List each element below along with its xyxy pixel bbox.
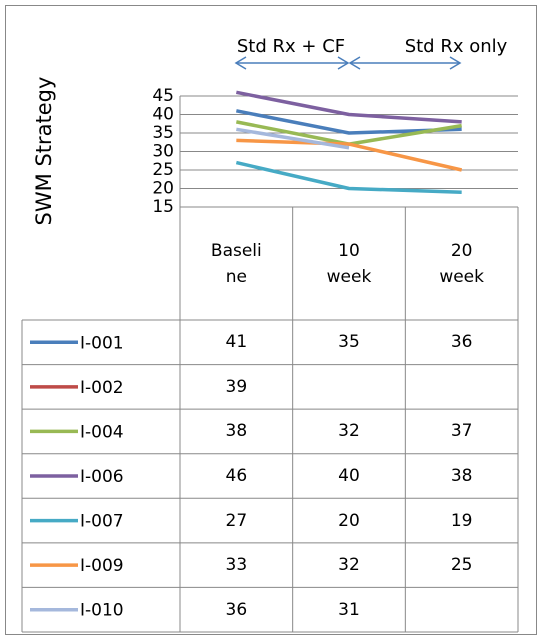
- category-header-text: 10 week: [326, 240, 372, 287]
- table-value: 41: [180, 320, 293, 365]
- series-line: [235, 90, 462, 124]
- table-value-text: 35: [338, 332, 360, 353]
- y-tick-label: 25: [152, 160, 174, 180]
- table-value: 37: [405, 409, 518, 454]
- category-header: 10 week: [321, 215, 377, 312]
- y-tick-label: 20: [152, 179, 174, 199]
- legend-label: I-002: [80, 378, 124, 398]
- table-value: 36: [405, 320, 518, 365]
- table-value: 20: [293, 498, 406, 543]
- table-value-text: 19: [450, 510, 473, 531]
- series-line: [236, 127, 350, 150]
- y-tick-label: 15: [152, 197, 174, 217]
- table-value: 33: [180, 543, 293, 588]
- legend-label: I-009: [80, 556, 124, 576]
- annotation: Std Rx + CF: [237, 36, 345, 57]
- table-value-text: 20: [338, 510, 360, 531]
- table-value: 36: [180, 587, 293, 632]
- table-value: 39: [180, 365, 293, 410]
- legend-label: I-006: [80, 467, 124, 487]
- table-value-text: 31: [338, 599, 360, 620]
- y-tick-label: 45: [152, 86, 174, 106]
- table-value: 38: [180, 409, 293, 454]
- category-header: Baseline: [208, 215, 264, 312]
- category-header: 20 week: [434, 215, 490, 312]
- table-value-text: 46: [225, 465, 248, 486]
- table-value-text: 36: [225, 599, 248, 620]
- arrows: [234, 56, 462, 70]
- table-value-text: 38: [225, 421, 248, 442]
- table-value: 35: [293, 320, 406, 365]
- table-value: 40: [293, 454, 406, 499]
- table-value: 25: [405, 543, 518, 588]
- category-header-text: Baseline: [210, 240, 262, 287]
- y-tick-label: 30: [152, 142, 174, 162]
- table-value-text: 39: [225, 376, 248, 397]
- chart-border: [5, 5, 537, 635]
- legend-label: I-007: [80, 512, 124, 532]
- table-value-text: 37: [450, 421, 473, 442]
- table-value: 27: [180, 498, 293, 543]
- annotation: Std Rx only: [405, 36, 508, 57]
- table-value: 19: [405, 498, 518, 543]
- table-value-text: 25: [450, 555, 473, 576]
- y-axis-label: SWM Strategy: [32, 77, 56, 226]
- category-header-text: 20 week: [439, 240, 484, 287]
- table-value-text: 33: [225, 555, 248, 576]
- table-value: [405, 587, 518, 632]
- table-value: [293, 365, 406, 410]
- table-value: 31: [293, 587, 406, 632]
- table-value-text: 27: [225, 510, 248, 531]
- y-tick-label: 40: [152, 105, 174, 125]
- y-tick-label: 35: [152, 123, 174, 143]
- series-line: [235, 160, 462, 194]
- table-value-text: 40: [338, 465, 360, 486]
- table-value: 38: [405, 454, 518, 499]
- table-value-text: 41: [225, 332, 248, 353]
- table-value-text: 36: [450, 332, 473, 353]
- legend-label: I-001: [80, 333, 124, 353]
- series-line: [236, 138, 463, 172]
- legend-label: I-010: [80, 601, 124, 621]
- table-value-text: 32: [338, 421, 360, 442]
- table-value-text: 38: [450, 465, 473, 486]
- table-value: 32: [293, 409, 406, 454]
- table-value: [405, 365, 518, 410]
- table-value: 46: [180, 454, 293, 499]
- legend-label: I-004: [80, 422, 124, 442]
- table-value-text: 32: [338, 555, 360, 576]
- table-value: 32: [293, 543, 406, 588]
